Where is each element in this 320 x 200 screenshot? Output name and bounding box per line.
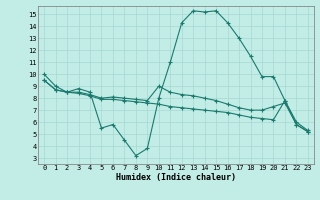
- X-axis label: Humidex (Indice chaleur): Humidex (Indice chaleur): [116, 173, 236, 182]
